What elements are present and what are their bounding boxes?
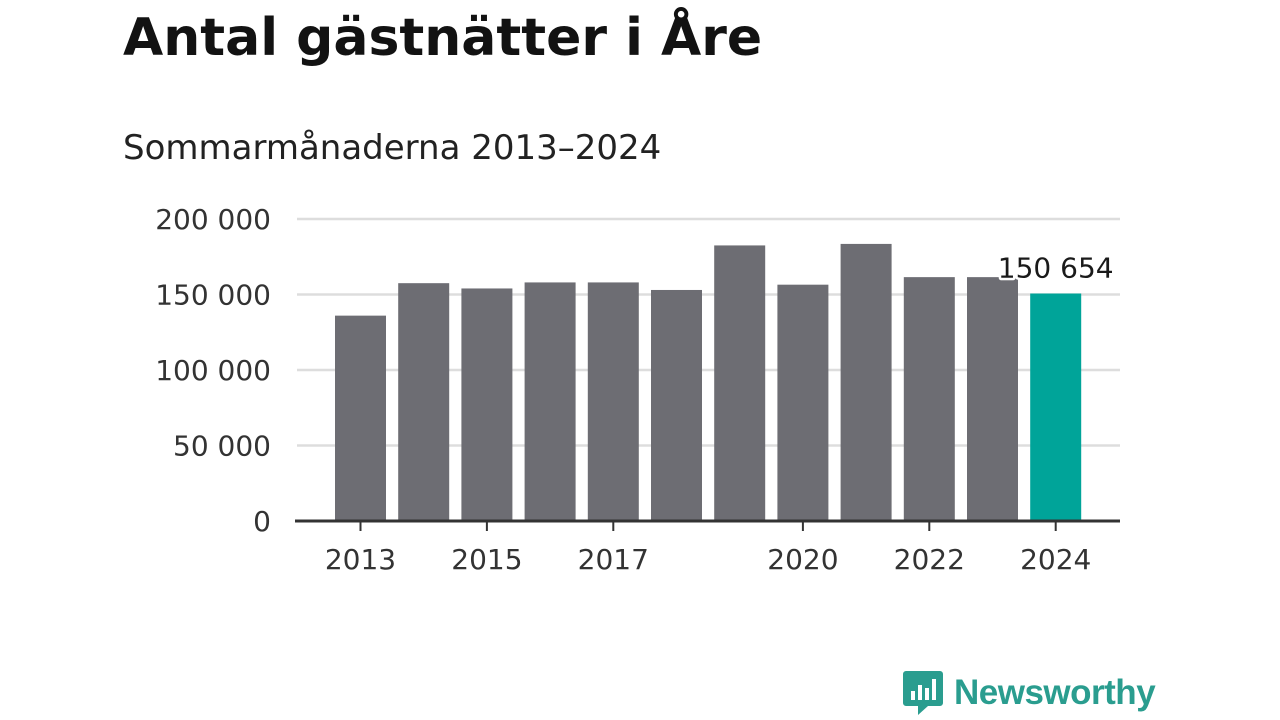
bar-2021 [840,243,892,522]
bar-2017 [587,282,639,521]
y-tick-label: 50 000 [173,430,271,463]
x-tick-label: 2017 [578,543,649,576]
bar-2020 [777,284,829,521]
y-tick-label: 0 [253,505,271,538]
bar-2024 [1030,293,1082,521]
bar-2022 [903,277,955,521]
bar-2015 [461,288,513,521]
bar-2023 [967,277,1018,521]
x-tick-label: 2015 [451,543,522,576]
bar-2014 [398,283,450,521]
x-tick-label: 2013 [325,543,396,576]
x-tick-label: 2022 [894,543,965,576]
newsworthy-logo: Newsworthy [902,670,1156,716]
bar-2019 [714,245,766,522]
y-tick-label: 200 000 [155,203,271,236]
bar-2013 [335,315,386,521]
x-tick-label: 2020 [767,543,838,576]
y-tick-label: 150 000 [155,279,271,312]
data-label: 150 654 [998,252,1114,285]
x-tick-label: 2024 [1020,543,1091,576]
y-tick-label: 100 000 [155,354,271,387]
chart-subtitle: Sommarmånaderna 2013–2024 [123,128,662,168]
chart-title: Antal gästnätter i Åre [123,8,763,68]
newsworthy-logo-icon [903,671,943,715]
bar-2018 [651,289,702,521]
newsworthy-wordmark: Newsworthy [954,673,1156,712]
bar-2016 [524,282,576,521]
